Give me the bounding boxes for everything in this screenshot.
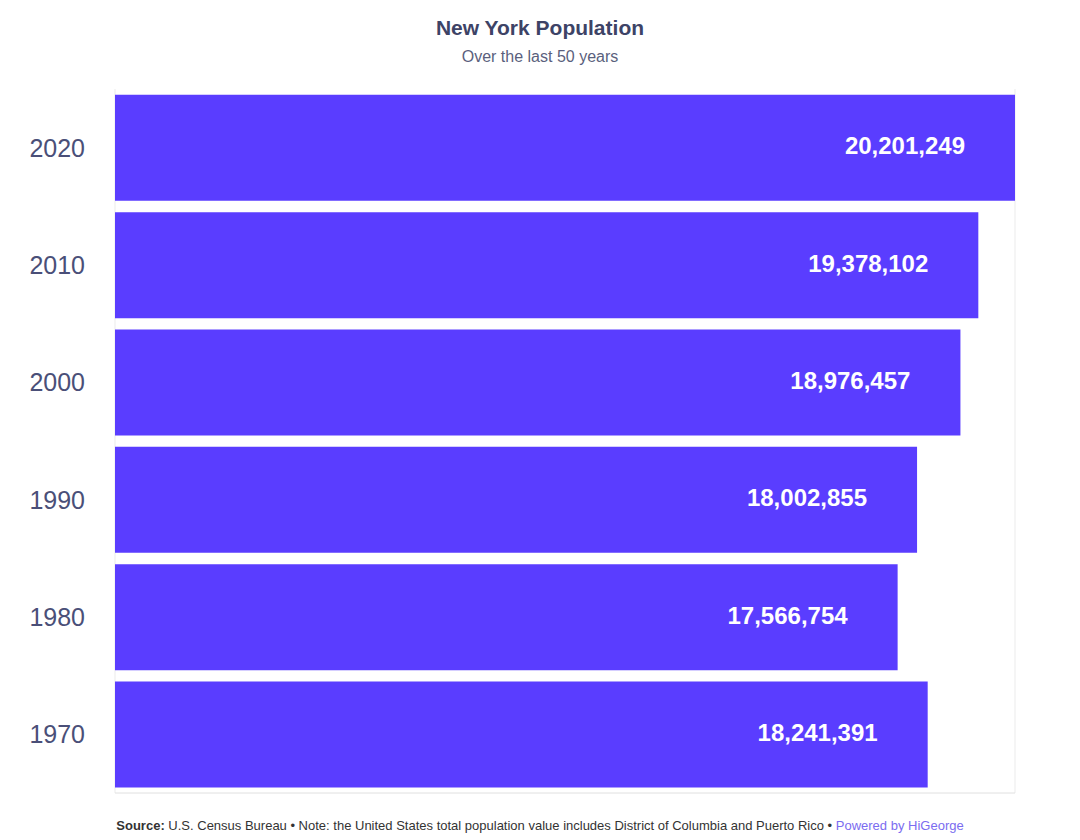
html-text:Source: U.S. Census Bureau • N: Source: U.S. Census Bureau • Note: the U… xyxy=(116,818,964,833)
svg-text:17,566,754: 17,566,754 xyxy=(728,602,849,629)
svg-text:2010: 2010 xyxy=(29,251,85,279)
svg-text:18,976,457: 18,976,457 xyxy=(790,367,910,394)
svg-text:1970: 1970 xyxy=(29,720,85,748)
svg-text:2020: 2020 xyxy=(29,134,85,162)
svg-text:18,002,855: 18,002,855 xyxy=(747,484,867,511)
svg-text:20,201,249: 20,201,249 xyxy=(845,132,965,159)
svg-text:1990: 1990 xyxy=(29,486,85,514)
svg-text:18,241,391: 18,241,391 xyxy=(758,719,878,746)
html-text:New York Population: New York Population xyxy=(436,16,644,39)
svg-text:1980: 1980 xyxy=(29,603,85,631)
html-text:Over the last 50 years: Over the last 50 years xyxy=(461,48,619,65)
svg-text:19,378,102: 19,378,102 xyxy=(808,250,928,277)
svg-text:2000: 2000 xyxy=(29,368,85,396)
